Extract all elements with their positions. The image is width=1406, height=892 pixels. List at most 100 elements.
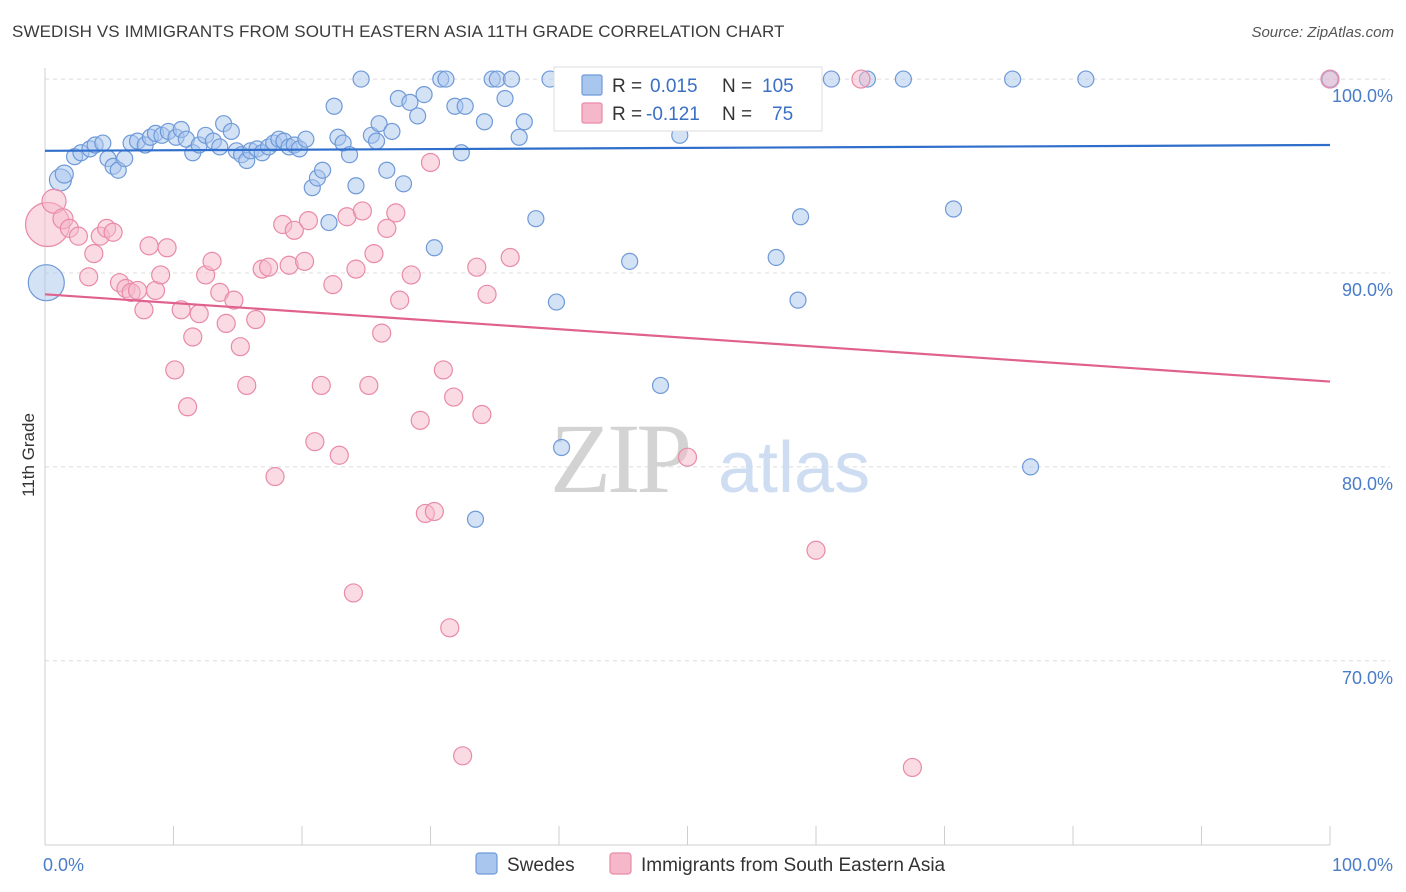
point-immigrants-46 (352, 201, 372, 221)
point-swedes-51 (347, 177, 365, 195)
point-immigrants-15 (139, 236, 159, 256)
legend-n-label-1: N = (722, 76, 752, 97)
point-immigrants-57 (433, 360, 453, 380)
legend-n-value-2: 75 (772, 104, 793, 125)
point-immigrants-9 (103, 222, 123, 242)
point-swedes-69 (466, 510, 485, 528)
watermark-zip: ZIP (550, 403, 688, 514)
legend-swatch-immigrants (581, 102, 603, 124)
series-immigrants (24, 69, 1340, 778)
y-tick-label-3: 70.0% (1342, 668, 1393, 688)
point-immigrants-62 (477, 284, 497, 304)
point-immigrants-74 (1320, 69, 1340, 89)
y-tick-labels: 100.0% 90.0% 80.0% 70.0% (1332, 86, 1393, 688)
legend-r-label-1: R = (612, 76, 642, 97)
point-immigrants-47 (359, 375, 379, 396)
legend: R = 0.015 N = 105 R = -0.121 N = 75 (553, 66, 823, 132)
trend-line-swedes (44, 143, 1331, 152)
point-swedes-70 (475, 113, 494, 131)
point-immigrants-41 (311, 375, 331, 396)
point-immigrants-29 (230, 337, 250, 357)
y-tick-label-2: 80.0% (1342, 474, 1393, 494)
point-swedes-96 (822, 70, 841, 88)
source-credit: Source: ZipAtlas.com (1251, 24, 1394, 41)
point-swedes-61 (409, 107, 427, 125)
point-immigrants-13 (127, 280, 148, 301)
point-swedes-68 (456, 97, 474, 115)
point-immigrants-19 (165, 360, 185, 380)
legend-r-label-2: R = (612, 104, 642, 125)
point-immigrants-45 (346, 259, 366, 279)
legend-n-value-1: 105 (762, 76, 794, 97)
point-immigrants-28 (224, 290, 244, 310)
point-immigrants-60 (467, 257, 487, 277)
point-immigrants-51 (386, 203, 406, 223)
point-swedes-98 (894, 70, 912, 88)
point-immigrants-31 (246, 309, 266, 330)
point-swedes-74 (502, 70, 521, 88)
point-swedes-57 (383, 122, 401, 141)
point-immigrants-58 (444, 387, 464, 407)
point-immigrants-30 (237, 375, 257, 396)
watermark: ZIP atlas (550, 403, 870, 514)
point-swedes-52 (352, 70, 370, 88)
bottom-legend: Swedes Immigrants from South Eastern Asi… (475, 852, 946, 876)
point-swedes-26 (211, 138, 229, 156)
legend-swatch-swedes (581, 74, 603, 96)
point-immigrants-63 (500, 247, 520, 268)
legend-n-label-2: N = (722, 104, 752, 125)
y-tick-label-1: 90.0% (1342, 280, 1393, 300)
point-immigrants-49 (372, 323, 392, 343)
point-swedes-28 (222, 122, 240, 141)
x-tick-label-1: 100.0% (1332, 855, 1393, 875)
point-swedes-47 (325, 97, 343, 115)
y-axis-label: 11th Grade (19, 413, 38, 497)
point-swedes-42 (297, 130, 315, 148)
point-immigrants-54 (410, 410, 430, 430)
point-swedes-67 (452, 144, 470, 162)
point-swedes-65 (437, 70, 455, 88)
point-swedes-73 (496, 89, 514, 108)
point-immigrants-37 (284, 220, 304, 240)
point-swedes-101 (1021, 458, 1040, 476)
point-immigrants-61 (472, 404, 492, 425)
point-swedes-79 (547, 293, 566, 311)
point-immigrants-21 (178, 397, 198, 417)
point-immigrants-38 (294, 251, 315, 271)
point-swedes-102 (1077, 70, 1095, 88)
x-tick-labels: 0.0% 100.0% (43, 855, 1393, 875)
point-swedes-87 (651, 376, 670, 395)
point-swedes-45 (313, 161, 332, 179)
point-immigrants-6 (84, 243, 104, 264)
point-immigrants-43 (329, 445, 349, 465)
point-immigrants-23 (189, 304, 209, 324)
trend-lines (44, 143, 1331, 383)
legend-r-value-1: 0.015 (650, 76, 698, 97)
point-immigrants-50 (377, 218, 397, 238)
point-swedes-0 (27, 264, 65, 302)
point-swedes-11 (116, 149, 134, 168)
point-immigrants-64 (343, 583, 363, 603)
trend-line-immigrants (44, 293, 1331, 383)
point-immigrants-66 (420, 152, 441, 173)
bottom-legend-swatch-swedes (475, 852, 498, 875)
point-swedes-2 (54, 164, 74, 184)
point-swedes-76 (515, 113, 533, 131)
point-swedes-92 (767, 248, 785, 267)
point-immigrants-5 (79, 267, 99, 287)
point-immigrants-65 (440, 618, 460, 638)
point-immigrants-48 (364, 243, 384, 264)
y-tick-label-0: 100.0% (1332, 86, 1393, 106)
point-swedes-54 (367, 132, 386, 150)
point-immigrants-25 (202, 251, 222, 271)
point-swedes-7 (94, 134, 112, 152)
chart-title: SWEDISH VS IMMIGRANTS FROM SOUTH EASTERN… (12, 22, 785, 41)
bottom-legend-swatch-immigrants (609, 852, 632, 875)
point-swedes-46 (320, 213, 338, 232)
point-immigrants-40 (305, 432, 325, 452)
point-immigrants-52 (390, 290, 410, 310)
point-immigrants-71 (806, 540, 826, 560)
point-swedes-50 (340, 146, 359, 164)
point-immigrants-72 (851, 69, 871, 89)
point-swedes-83 (552, 438, 571, 457)
